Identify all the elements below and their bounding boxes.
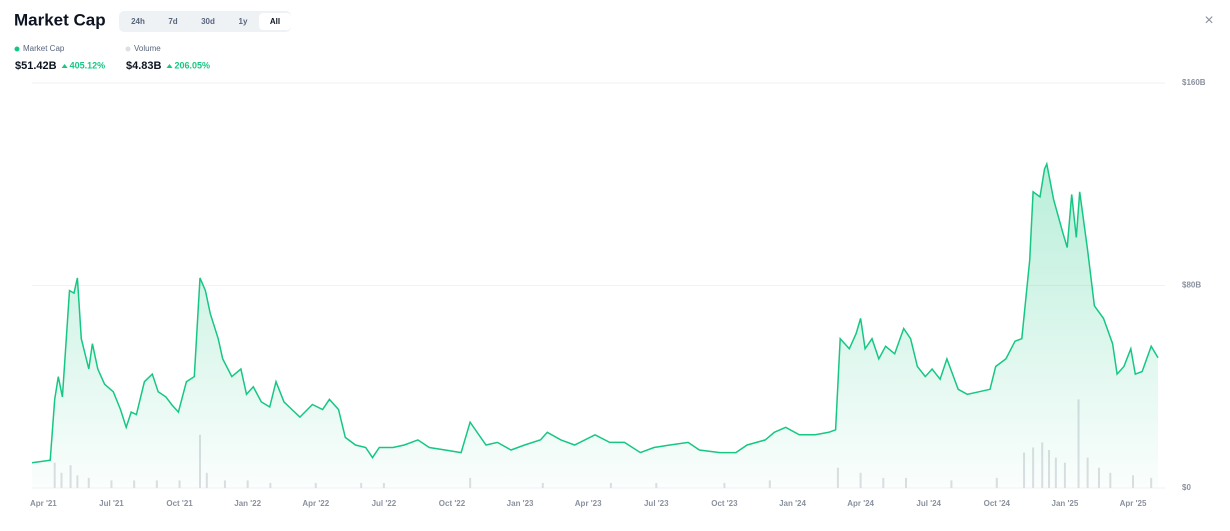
stat-change: 206.05% [174,60,210,70]
legend-dot [125,46,131,52]
up-arrow [166,64,173,68]
line [31,161,1159,464]
stat-change: 405.12% [70,60,106,70]
legend-label: Volume [134,44,161,53]
title: Market Cap [14,10,106,29]
x-tick-label: Apr '22 [302,499,329,508]
active-tab[interactable] [259,13,291,30]
up-arrow [61,64,68,68]
time-tab[interactable]: All [270,17,280,26]
time-tab[interactable]: 24h [131,17,145,26]
x-tick-label: Jul '22 [372,499,397,508]
tab-group [119,11,291,32]
time-tab[interactable]: 30d [201,17,215,26]
x-tick-label: Apr '24 [847,499,874,508]
y-tick-label: $0 [1182,483,1191,492]
x-tick-label: Apr '23 [575,499,602,508]
x-tick-label: Jan '22 [234,499,261,508]
x-tick-label: Oct '22 [439,499,466,508]
stat-value: $4.83B [126,60,162,72]
close-button[interactable]: × [1204,12,1213,29]
area [32,164,1158,488]
x-tick-label: Apr '25 [1120,499,1147,508]
x-tick-label: Oct '24 [984,499,1011,508]
x-tick-label: Jan '23 [507,499,534,508]
x-tick-label: Apr '21 [30,499,57,508]
stat-value: $51.42B [15,60,57,72]
x-tick-label: Jul '21 [99,499,124,508]
x-tick-label: Jul '24 [916,499,941,508]
x-tick-label: Oct '23 [711,499,738,508]
y-tick-label: $80B [1182,281,1201,290]
time-tab[interactable]: 1y [239,17,248,26]
x-tick-label: Jan '25 [1052,499,1079,508]
legend-label: Market Cap [23,44,65,53]
time-tab[interactable]: 7d [168,17,177,26]
y-tick-label: $160B [1182,78,1206,87]
legend-dot [14,46,20,52]
x-tick-label: Jul '23 [644,499,669,508]
x-tick-label: Jan '24 [779,499,806,508]
x-tick-label: Oct '21 [166,499,193,508]
